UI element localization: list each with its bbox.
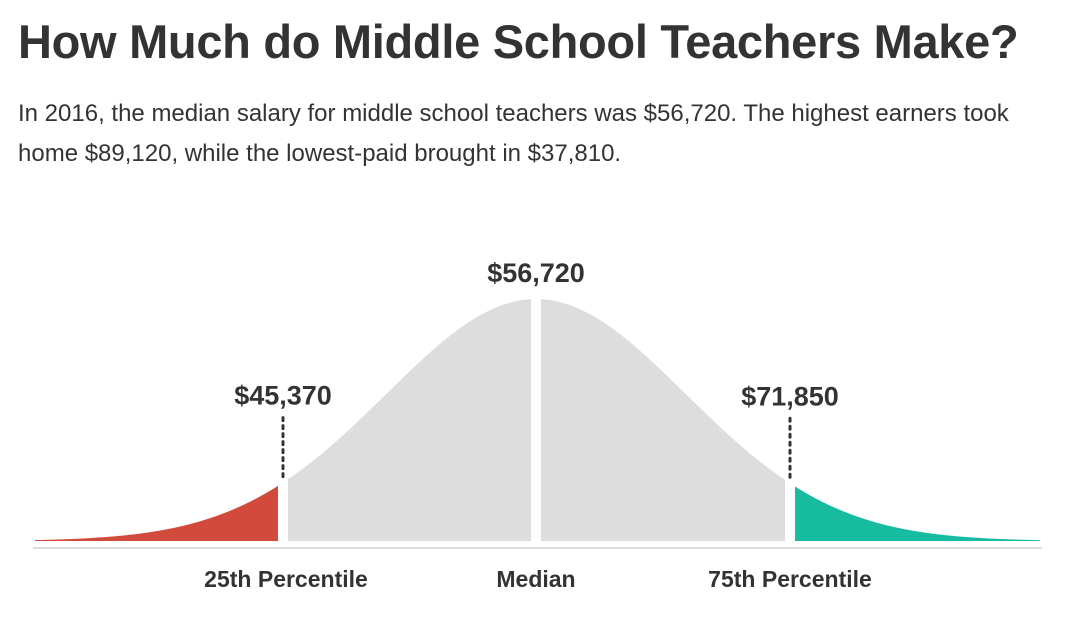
- chart-subtitle: In 2016, the median salary for middle sc…: [18, 100, 1009, 167]
- percentile-markers: $45,370 25th Percentile $56,720 Median $71,8…: [204, 258, 872, 592]
- p75-axis-label: 75th Percentile: [708, 566, 872, 592]
- p25-value-label: $45,370: [234, 381, 332, 411]
- lower-tail-region: [35, 485, 278, 541]
- chart-title: How Much do Middle School Teachers Make?: [18, 15, 1019, 68]
- median-value-label: $56,720: [487, 258, 585, 288]
- median-separator: [531, 297, 541, 543]
- p75-value-label: $71,850: [741, 381, 839, 411]
- p25-axis-label: 25th Percentile: [204, 566, 368, 592]
- median-axis-label: Median: [496, 566, 575, 592]
- upper-tail-region: [795, 486, 1040, 541]
